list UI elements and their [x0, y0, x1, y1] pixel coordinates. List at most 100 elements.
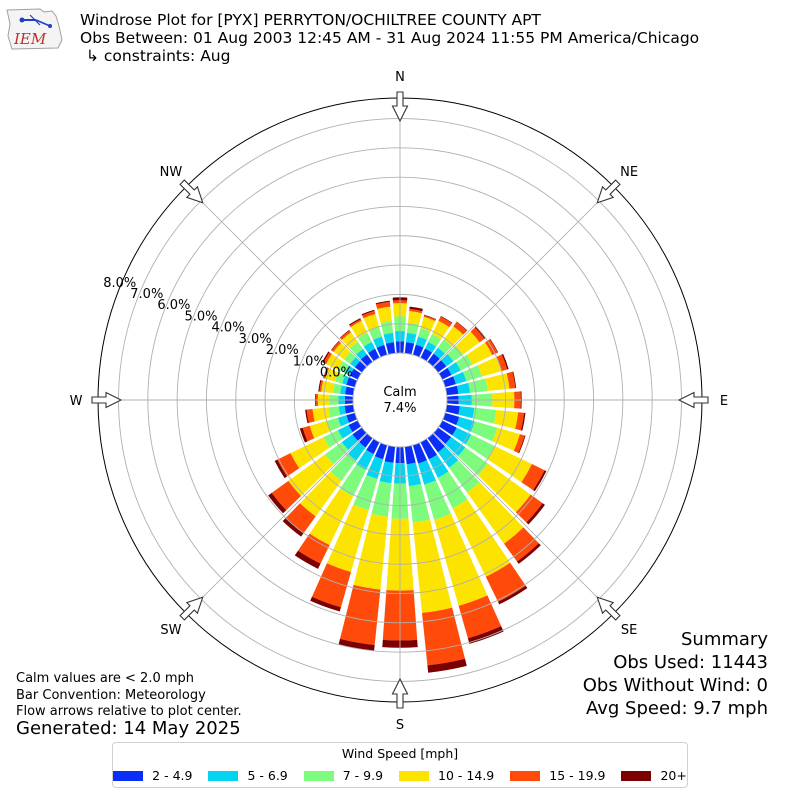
wind-bar-segment [408, 483, 431, 523]
summary-heading: Summary [681, 629, 768, 650]
wind-bar-segment [422, 607, 466, 666]
wind-bar-segment [506, 371, 516, 389]
legend-item: 15 - 19.9 [510, 768, 605, 783]
wind-bar-segment [427, 658, 467, 673]
wind-bar-segment [496, 354, 508, 372]
wind-bar-segment [404, 445, 416, 465]
wind-bar-segment [290, 437, 330, 469]
wind-bar-segment [339, 464, 367, 497]
wind-bar-segment [458, 595, 502, 639]
compass-label: SW [160, 623, 181, 638]
wind-bar-segment [377, 306, 392, 324]
wind-bar-segment [358, 332, 372, 347]
wind-bar-segment [306, 409, 315, 423]
wind-bar-segment [477, 463, 531, 513]
wind-bar-segment [310, 596, 341, 612]
wind-bar-segment [330, 453, 357, 481]
wind-bar-segment [438, 420, 457, 436]
wind-bar-segment [465, 434, 496, 460]
wind-bar-segment [309, 420, 331, 439]
wind-bar-segment [323, 430, 343, 448]
flow-arrow-icon [677, 391, 709, 409]
wind-bar-segment [533, 470, 547, 492]
wind-bar-segment [501, 353, 509, 370]
iem-logo: IEM [4, 6, 66, 52]
wind-bar-segment [347, 442, 366, 461]
wind-bar-segment [353, 475, 378, 511]
wind-bar-segment [337, 361, 349, 374]
wind-bar-segment [518, 435, 526, 454]
plot-subtitle: Obs Between: 01 Aug 2003 12:45 AM - 31 A… [80, 29, 700, 47]
wind-bar-segment [331, 341, 341, 352]
wind-bar-segment [333, 342, 351, 360]
wind-bar-segment [298, 533, 330, 564]
summary-obs-without-wind: Obs Without Wind: 0 [582, 675, 768, 696]
wind-bar-segment [328, 406, 341, 418]
wind-bar-segment [452, 427, 472, 445]
wind-bar-segment [325, 442, 349, 465]
wind-bar-segment [467, 626, 504, 644]
wind-bar-segment [472, 407, 497, 424]
wind-bar-segment [375, 300, 390, 305]
plot-constraints: ↳ constraints: Aug [86, 47, 231, 65]
radial-tick-label: 8.0% [103, 276, 136, 291]
radial-tick-label: 2.0% [266, 343, 299, 358]
wind-bar-segment [493, 409, 519, 429]
flow-arrow-icon [391, 91, 409, 123]
flow-arrow-icon [91, 391, 123, 409]
notes-block: Calm values are < 2.0 mph Bar Convention… [16, 671, 242, 721]
wind-bar-segment [288, 454, 334, 496]
legend-swatch [399, 770, 430, 781]
radial-tick-label: 4.0% [212, 321, 245, 336]
legend-label: 7 - 9.9 [342, 768, 384, 783]
wind-bar-segment [379, 461, 394, 484]
wind-bar-segment [405, 332, 417, 344]
arrow-layer [91, 91, 709, 709]
wind-bar-segment [373, 336, 385, 348]
wind-bar-segment [294, 550, 321, 569]
wind-bar-segment [342, 375, 350, 385]
wind-bar-segment [359, 433, 373, 448]
wind-bar-segment [352, 427, 367, 441]
wind-bar-segment [420, 348, 433, 362]
wind-bar-segment [412, 519, 453, 613]
wind-bar-segment [492, 427, 520, 451]
wind-bar-segment [485, 373, 510, 391]
wind-bar-segment [420, 438, 438, 460]
wind-bar-segment [326, 504, 369, 573]
wind-bar-segment [516, 543, 541, 564]
wind-bar-segment [344, 351, 356, 364]
compass-label: N [395, 70, 405, 85]
wind-bar-segment [415, 336, 427, 348]
bars-layer [268, 297, 547, 673]
wind-bar-segment [515, 494, 543, 523]
wind-bar-segment [468, 378, 488, 393]
wind-bar-segment [363, 341, 376, 353]
wind-bar-segment [452, 499, 511, 577]
wind-bar-segment [445, 404, 460, 415]
legend-items: 2 - 4.9 5 - 6.9 7 - 9.9 10 - 14.9 15 - 19.9 2… [113, 768, 687, 783]
wind-bar-segment [362, 310, 376, 319]
wind-bar-segment [322, 351, 330, 363]
calm-value: 7.4% [383, 401, 416, 416]
wind-bar-segment [453, 371, 467, 385]
wind-bar-segment [456, 416, 475, 432]
legend-swatch [510, 770, 541, 781]
compass-label: NE [620, 165, 638, 180]
wind-bar-segment [274, 459, 288, 479]
grid-circle [352, 352, 448, 448]
wind-bar-segment [312, 407, 331, 422]
radial-tick-label: 0.0% [320, 365, 353, 380]
wind-bar-segment [474, 326, 486, 339]
wind-bar-segment [520, 412, 526, 431]
wind-bar-segment [349, 318, 361, 326]
flow-arrow-icon [596, 179, 621, 204]
wind-bar-segment [433, 347, 445, 359]
wind-bar-segment [349, 341, 363, 355]
legend-swatch [303, 770, 334, 781]
wind-bar-segment [323, 367, 330, 379]
wind-bar-segment [407, 310, 422, 325]
wind-bar-segment [427, 353, 440, 367]
wind-bar-segment [470, 421, 498, 442]
wind-bar-segment [349, 319, 362, 328]
